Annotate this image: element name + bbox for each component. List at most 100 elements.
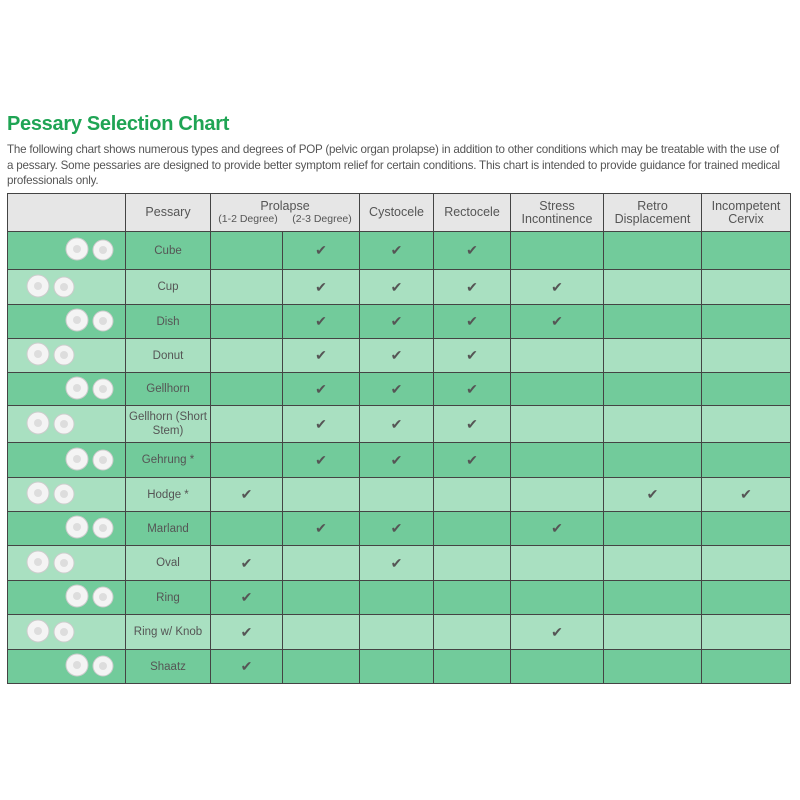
table-row: Cube ✔ ✔ ✔ [7,231,791,270]
check-icon: ✔ [646,486,659,502]
check-icon: ✔ [466,278,478,295]
table-row: Ring ✔ [7,580,791,615]
check-cell: ✔ [282,442,360,478]
check-icon: ✔ [315,313,327,329]
check-cell: ✔ [433,442,511,478]
check-cell [603,372,702,406]
header-prolapse: Prolapse (1-2 Degree) (2-3 Degree) [210,193,360,232]
pessary-image [7,372,126,406]
check-cell [510,580,604,615]
table-row: Oval ✔ ✔ [7,545,791,581]
table-row: Shaatz ✔ [7,649,791,684]
check-cell [210,231,283,270]
check-cell [603,231,702,270]
check-icon: ✔ [466,415,478,432]
check-icon: ✔ [240,589,253,605]
check-icon: ✔ [390,278,403,295]
check-cell [359,477,434,512]
pessary-photo-icon [65,308,114,332]
check-icon: ✔ [315,278,327,295]
check-cell [282,649,360,684]
header-prolapse-label: Prolapse [260,198,310,213]
check-cell: ✔ [603,477,702,512]
header-cystocele: Cystocele [359,193,434,232]
header-prolapse-1-2: (1-2 Degree) [218,212,278,225]
check-icon: ✔ [315,380,327,397]
pessary-name: Dish [125,304,211,339]
pessary-name: Cube [125,231,211,270]
check-icon: ✔ [390,520,403,536]
check-cell: ✔ [210,545,283,581]
intro-text: The following chart shows numerous types… [7,143,780,187]
check-cell: ✔ [433,304,511,339]
pessary-photo-icon [26,411,75,434]
check-cell: ✔ [510,614,604,650]
check-cell: ✔ [433,269,511,305]
check-icon: ✔ [551,520,563,536]
check-icon: ✔ [390,380,403,397]
check-icon: ✔ [390,347,403,363]
pessary-photo-icon [65,584,114,608]
check-icon: ✔ [240,623,253,640]
check-cell [282,580,360,615]
check-cell [603,442,702,478]
check-icon: ✔ [315,242,327,258]
pessary-image [7,338,126,373]
check-cell [603,269,702,305]
check-cell [359,649,434,684]
check-cell [603,304,702,339]
check-icon: ✔ [315,520,327,536]
table-row: Donut ✔ ✔ ✔ [7,338,791,373]
check-cell [701,338,791,373]
check-cell [433,614,511,650]
check-icon: ✔ [240,658,253,674]
check-cell: ✔ [359,304,434,339]
header-incompetent-cervix: Incompetent Cervix [701,193,791,232]
check-cell: ✔ [433,231,511,270]
check-cell [433,649,511,684]
table-row: Marland ✔ ✔ ✔ [7,511,791,546]
check-cell [510,649,604,684]
table-row: Gellhorn ✔ ✔ ✔ [7,372,791,406]
check-cell: ✔ [433,405,511,443]
table-row: Gellhorn (Short Stem) ✔ ✔ ✔ [7,405,791,443]
check-cell [701,405,791,443]
check-cell: ✔ [210,477,283,512]
check-cell: ✔ [210,649,283,684]
check-icon: ✔ [390,415,403,432]
check-cell [282,477,360,512]
page-title: Pessary Selection Chart [7,113,230,135]
check-icon: ✔ [466,380,478,397]
pessary-photo-icon [65,515,114,539]
check-icon: ✔ [466,451,478,468]
pessary-name: Ring [125,580,211,615]
check-cell [510,405,604,443]
pessary-image [7,304,126,339]
pessary-name: Hodge * [125,477,211,512]
pessary-image [7,405,126,443]
check-cell [603,338,702,373]
check-cell [210,405,283,443]
check-icon: ✔ [466,347,478,363]
table-row: Ring w/ Knob ✔ ✔ [7,614,791,650]
pessary-image [7,442,126,478]
check-cell: ✔ [359,545,434,581]
check-icon: ✔ [240,554,253,571]
header-rectocele: Rectocele [433,193,511,232]
check-cell [210,511,283,546]
check-cell [603,511,702,546]
check-cell [433,511,511,546]
check-cell [210,372,283,406]
check-icon: ✔ [240,486,253,502]
check-icon: ✔ [390,554,403,571]
pessary-selection-table: Pessary Prolapse (1-2 Degree) (2-3 Degree… [7,193,791,684]
check-cell [359,580,434,615]
check-cell [701,442,791,478]
table-row: Gehrung * ✔ ✔ ✔ [7,442,791,478]
check-cell: ✔ [510,269,604,305]
check-cell [510,372,604,406]
check-icon: ✔ [551,313,563,329]
check-cell: ✔ [359,269,434,305]
check-icon: ✔ [551,623,563,640]
check-cell [510,338,604,373]
